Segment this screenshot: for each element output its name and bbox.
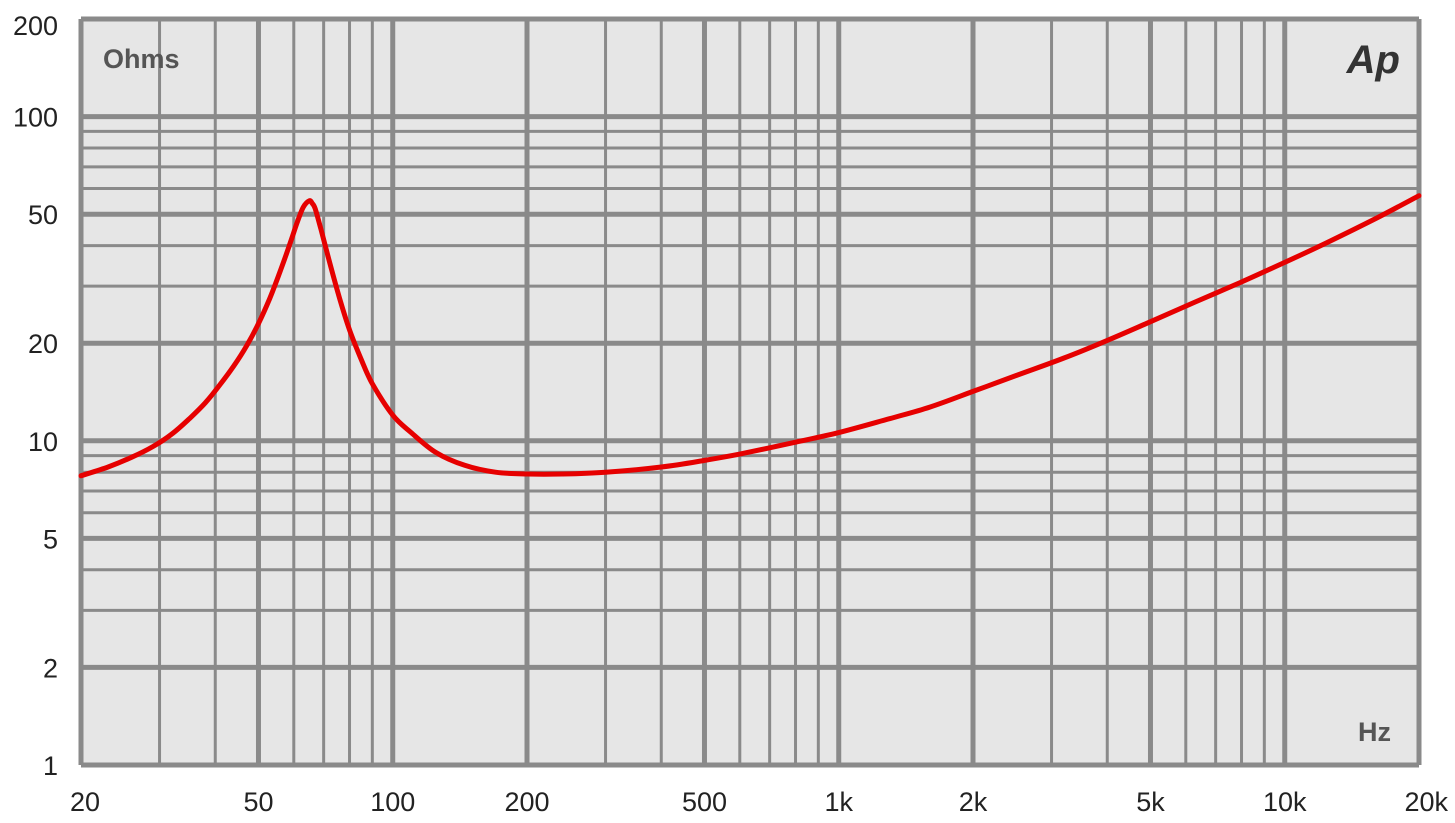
y-tick-label: 200 [13, 11, 58, 41]
x-tick-label: 1k [824, 787, 853, 817]
y-tick-label: 50 [28, 200, 58, 230]
x-tick-label: 2k [959, 787, 988, 817]
x-axis-unit-label: Hz [1358, 717, 1391, 747]
y-tick-labels: 1 2 5 10 20 50 100 200 [13, 11, 58, 781]
x-tick-label: 5k [1136, 787, 1165, 817]
x-tick-label: 100 [370, 787, 415, 817]
minor-grid [81, 19, 1419, 765]
x-tick-label: 20k [1404, 787, 1448, 817]
x-tick-label: 50 [243, 787, 273, 817]
ap-logo: Ap [1346, 38, 1400, 82]
y-tick-label: 5 [43, 524, 58, 554]
y-tick-label: 2 [43, 653, 58, 683]
major-grid [78, 16, 1422, 768]
y-tick-label: 10 [28, 427, 58, 457]
x-tick-label: 10k [1263, 787, 1307, 817]
y-tick-label: 100 [13, 103, 58, 133]
plot-area [81, 19, 1419, 765]
x-tick-label: 20 [70, 787, 100, 817]
x-tick-label: 200 [504, 787, 549, 817]
impedance-curve [78, 193, 1422, 479]
x-tick-label: 500 [682, 787, 727, 817]
y-axis-unit-label: Ohms [103, 44, 180, 74]
x-tick-labels: 20 50 100 200 500 1k 2k 5k 10k 20k [70, 787, 1449, 817]
y-tick-label: 20 [28, 329, 58, 359]
y-tick-label: 1 [43, 751, 58, 781]
